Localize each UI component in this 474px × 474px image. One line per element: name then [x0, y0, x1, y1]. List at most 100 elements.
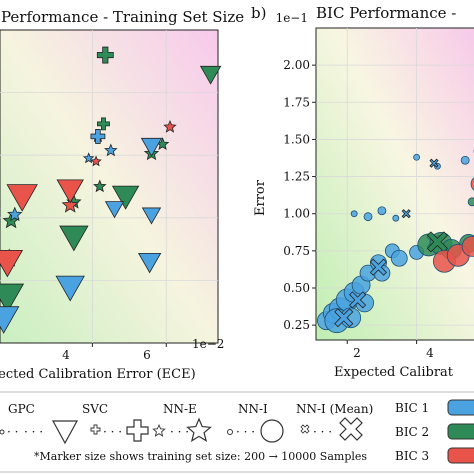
legend-label-bic-2: BIC 2: [395, 425, 429, 439]
x-icon: [339, 417, 363, 441]
data-point-triangle: [0, 249, 24, 278]
legend-dots: · · ·: [313, 425, 332, 439]
plus-icon: [90, 424, 101, 435]
data-point-circle: [413, 153, 421, 161]
data-point-triangle: [0, 283, 25, 313]
circle-icon: [227, 429, 233, 435]
legend-size-note: *Marker size shows training set size: 20…: [34, 450, 367, 463]
data-point-star: [7, 206, 23, 222]
legend-swatch-bic-3: [447, 447, 474, 464]
legend-dots: · ·: [7, 425, 18, 439]
data-point-star: [82, 152, 95, 164]
panel-b-y-tick-label: 1.00: [283, 207, 310, 221]
data-point-circle: [460, 155, 470, 165]
data-point-triangle: [137, 252, 162, 274]
legend-box: [0, 391, 474, 473]
data-point-star: [61, 196, 79, 213]
data-point-star: [93, 179, 107, 193]
legend-swatch-bic-2: [447, 423, 474, 440]
panel-b-y-tick-label: 2.00: [283, 58, 310, 72]
panel-a-x-tick-6: 6: [143, 348, 151, 362]
data-point-triangle: [140, 137, 163, 157]
panel-b-y-tick-label: 0.75: [283, 244, 310, 258]
data-point-star: [104, 143, 118, 157]
panel-b-y-multiplier: 1e−1: [276, 11, 308, 25]
panel-b-y-tick-label: 0.25: [283, 318, 310, 332]
legend-nni-mean-markers: · · ·: [300, 417, 363, 441]
panel-b-y-tick-label: 1.75: [283, 95, 310, 109]
legend-label-nn-i-mean: NN-I (Mean): [296, 402, 373, 416]
data-point-triangle: [104, 201, 125, 219]
data-point-x: [426, 231, 448, 253]
data-point-cross: [90, 129, 106, 144]
panel-b-y-tick-label: 1.50: [283, 132, 310, 146]
legend-nni-circle-markers: · · ·: [227, 419, 284, 443]
data-point-triangle: [59, 225, 89, 252]
data-point-circle: [350, 210, 358, 218]
panel-b-x-tick-4: 4: [426, 346, 434, 360]
legend-dots: · · ·: [103, 425, 122, 439]
data-point-circle: [467, 197, 474, 207]
plus-icon: [126, 419, 149, 442]
x-icon: [300, 424, 310, 434]
data-point-x: [429, 158, 439, 168]
panel-b-title: BIC Performance -: [316, 4, 456, 22]
triangle-down-icon: [51, 420, 79, 445]
data-point-star: [163, 119, 177, 133]
panel-b-y-tick-label: 0.50: [283, 281, 310, 295]
data-point-circle: [392, 214, 400, 222]
data-point-triangle: [6, 184, 38, 212]
star-icon: [152, 423, 166, 437]
panel-b: b) BIC Performance - 1e−1 0.25 0.50 0.75 1.…: [251, 4, 474, 380]
legend-gpc-markers: · ·: [0, 425, 18, 439]
data-point-triangle: [55, 275, 85, 302]
data-point-x: [349, 291, 367, 309]
data-point-x: [401, 209, 411, 219]
legend-svc-markers: · · ·: [24, 420, 79, 445]
panel-b-y-tick-label: 1.25: [283, 170, 310, 184]
legend-label-gpc: GPC: [8, 402, 35, 416]
legend-dots: · · ·: [236, 425, 255, 439]
circle-icon: [0, 429, 5, 435]
panel-b-x-tick-2: 2: [353, 346, 361, 360]
legend-dots: · · ·: [24, 425, 43, 439]
panel-b-label: b): [251, 4, 266, 22]
circle-icon: [260, 419, 284, 443]
star-icon: [186, 417, 212, 442]
legend: GPC SVC NN-E NN-I NN-I (Mean) · · · · · …: [0, 391, 474, 473]
panel-a: Performance - Training Set Size 4 6 1e−2…: [0, 8, 244, 382]
legend-nni-markers: · · ·: [152, 417, 212, 442]
panel-b-marks: [317, 149, 474, 334]
legend-nne-markers: · · ·: [90, 419, 149, 442]
data-point-triangle: [199, 65, 222, 85]
data-point-triangle: [0, 306, 20, 334]
legend-label-nn-e: NN-E: [163, 402, 197, 416]
legend-dots: · · ·: [170, 425, 189, 439]
data-point-circle: [363, 212, 373, 222]
legend-label-bic-1: BIC 1: [395, 401, 429, 415]
legend-swatch-bic-1: [447, 399, 474, 416]
panel-b-y-axis-label: Error: [253, 179, 268, 216]
data-point-cross: [97, 117, 110, 131]
legend-label-svc: SVC: [82, 402, 108, 416]
panel-a-grid: [0, 30, 218, 347]
panel-a-title: Performance - Training Set Size: [1, 8, 244, 26]
data-point-circle: [390, 249, 408, 267]
data-point-cross: [96, 46, 114, 64]
data-point-triangle: [141, 207, 162, 225]
data-point-circle: [377, 206, 387, 216]
panel-a-x-axis-label: Expected Calibration Error (ECE): [0, 367, 196, 382]
data-point-triangle: [56, 179, 84, 204]
data-point-circle: [461, 236, 474, 257]
legend-label-nn-i: NN-I: [238, 402, 268, 416]
data-point-x: [369, 258, 387, 276]
data-point-triangle: [111, 185, 140, 210]
panel-a-marks: [0, 46, 222, 334]
panel-b-y-ticks: 0.25 0.50 0.75 1.00 1.25 1.50 1.75 2.00: [283, 58, 316, 332]
data-point-star: [90, 155, 102, 167]
panel-b-x-axis-label: Expected Calibrat: [334, 365, 454, 380]
panel-a-x-tick-4: 4: [62, 348, 70, 362]
panel-a-x-multiplier: 1e−2: [192, 337, 224, 351]
data-point-x: [334, 308, 354, 328]
